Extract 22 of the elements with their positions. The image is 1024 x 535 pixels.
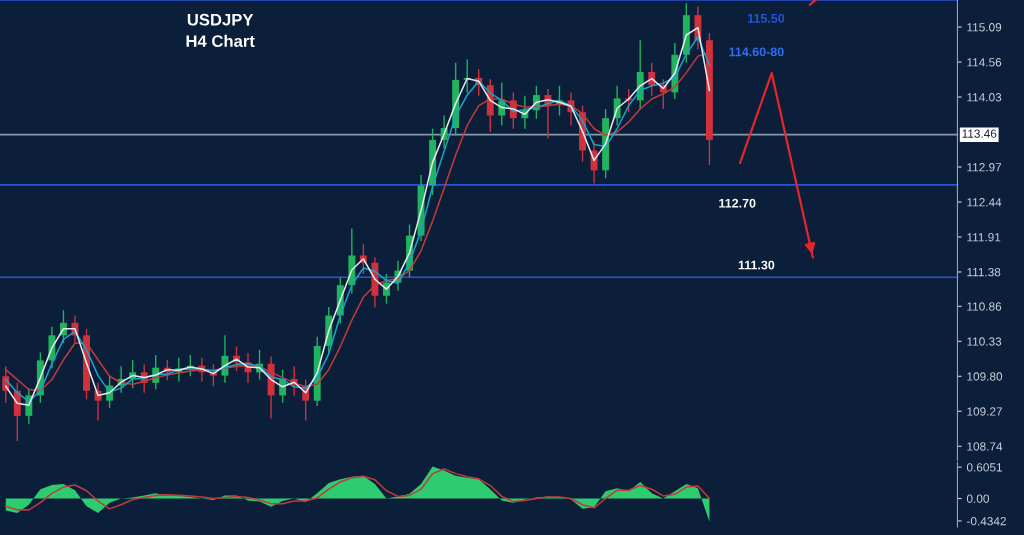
text: USDJPY bbox=[187, 13, 254, 26]
y-tick-label: 110.86 bbox=[967, 302, 1002, 311]
ref-line-label: 112.70 bbox=[719, 198, 756, 208]
y-tick-label: 111.91 bbox=[967, 233, 1001, 242]
y-tick-label: 112.44 bbox=[967, 198, 1002, 207]
y-tick-label: -0.4342 bbox=[966, 517, 1006, 526]
y-tick-label: 109.80 bbox=[967, 372, 1003, 381]
y-tick-label: 115.09 bbox=[967, 23, 1002, 32]
y-tick-label: 114.03 bbox=[967, 93, 1002, 102]
y-tick-label: 114.56 bbox=[967, 58, 1002, 67]
ref-line-label: 113.46 bbox=[962, 129, 997, 138]
y-tick-label: 0.00 bbox=[966, 494, 989, 503]
y-tick-label: 111.38 bbox=[967, 268, 1001, 277]
y-tick-label: 108.74 bbox=[967, 442, 1003, 451]
ref-line-label: 111.30 bbox=[738, 260, 775, 270]
y-tick-label: 0.6051 bbox=[966, 463, 1002, 472]
y-tick-label: 109.27 bbox=[967, 407, 1002, 416]
y-tick-label: 110.33 bbox=[967, 337, 1002, 346]
text: H4 Chart bbox=[186, 34, 255, 48]
ref-line-label: 115.50 bbox=[747, 13, 785, 23]
annotation: 114.60-80 bbox=[729, 47, 784, 57]
y-tick-label: 112.97 bbox=[967, 163, 1002, 172]
